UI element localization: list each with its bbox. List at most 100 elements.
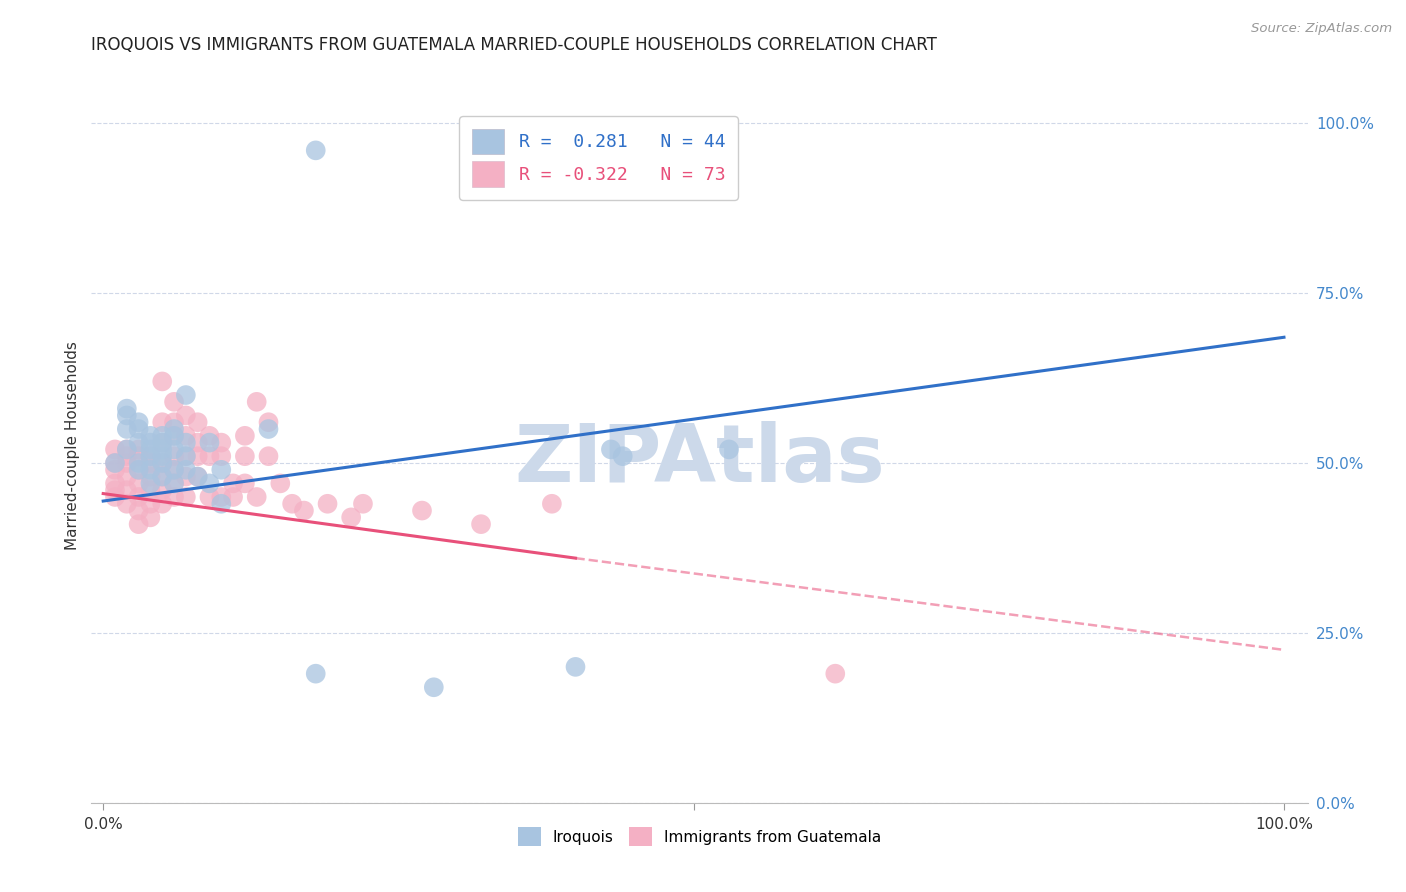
Point (150, 469, 173, 483)
Point (104, 463, 127, 477)
Point (423, 680, 446, 694)
Point (187, 469, 209, 483)
Point (209, 490, 232, 504)
Point (187, 469, 209, 483)
Point (150, 442, 173, 457)
Point (187, 415, 209, 429)
Point (104, 483, 127, 498)
Point (352, 497, 374, 511)
Point (150, 483, 173, 498)
Point (292, 503, 315, 517)
Point (104, 490, 127, 504)
Point (209, 497, 232, 511)
Point (163, 429, 186, 443)
Point (150, 449, 173, 463)
Point (174, 449, 197, 463)
Point (174, 435, 197, 450)
Point (115, 483, 138, 498)
Point (163, 394, 186, 409)
Point (222, 490, 245, 504)
Text: ZIPAtlas: ZIPAtlas (515, 421, 884, 500)
Point (233, 476, 256, 491)
Point (163, 415, 186, 429)
Point (281, 497, 304, 511)
Point (128, 456, 150, 470)
Point (139, 469, 162, 483)
Point (163, 490, 186, 504)
Point (115, 442, 138, 457)
Point (150, 435, 173, 450)
Point (612, 449, 634, 463)
Point (257, 422, 280, 436)
Point (470, 517, 492, 532)
Point (163, 429, 186, 443)
Text: Source: ZipAtlas.com: Source: ZipAtlas.com (1251, 22, 1392, 36)
Point (104, 476, 127, 491)
Point (128, 463, 150, 477)
Point (139, 463, 162, 477)
Point (824, 666, 846, 681)
Point (257, 449, 280, 463)
Point (115, 442, 138, 457)
Point (150, 456, 173, 470)
Point (104, 456, 127, 470)
Point (150, 435, 173, 450)
Y-axis label: Married-couple Households: Married-couple Households (65, 342, 80, 550)
Point (139, 429, 162, 443)
Point (115, 422, 138, 436)
Point (717, 442, 740, 457)
Point (174, 463, 197, 477)
Point (128, 422, 150, 436)
Point (115, 449, 138, 463)
Point (174, 469, 197, 483)
Point (139, 497, 162, 511)
Point (600, 442, 623, 457)
Point (128, 490, 150, 504)
Point (150, 415, 173, 429)
Point (174, 429, 197, 443)
Point (174, 449, 197, 463)
Point (128, 415, 150, 429)
Point (233, 449, 256, 463)
Point (163, 449, 186, 463)
Point (139, 456, 162, 470)
Point (163, 463, 186, 477)
Point (128, 449, 150, 463)
Point (115, 497, 138, 511)
Point (128, 517, 150, 532)
Point (174, 388, 197, 402)
Point (139, 435, 162, 450)
Point (115, 401, 138, 416)
Point (163, 422, 186, 436)
Point (198, 435, 221, 450)
Point (209, 463, 232, 477)
Point (128, 476, 150, 491)
Point (198, 449, 221, 463)
Point (139, 510, 162, 524)
Point (246, 394, 269, 409)
Text: IROQUOIS VS IMMIGRANTS FROM GUATEMALA MARRIED-COUPLE HOUSEHOLDS CORRELATION CHAR: IROQUOIS VS IMMIGRANTS FROM GUATEMALA MA… (91, 36, 938, 54)
Point (150, 469, 173, 483)
Point (257, 415, 280, 429)
Point (209, 449, 232, 463)
Point (150, 456, 173, 470)
Point (198, 490, 221, 504)
Point (198, 429, 221, 443)
Point (187, 435, 209, 450)
Point (198, 476, 221, 491)
Point (139, 442, 162, 457)
Point (104, 456, 127, 470)
Point (340, 510, 363, 524)
Point (541, 497, 564, 511)
Point (209, 435, 232, 450)
Point (174, 409, 197, 423)
Point (316, 497, 339, 511)
Point (411, 503, 433, 517)
Point (128, 442, 150, 457)
Point (163, 442, 186, 457)
Point (150, 429, 173, 443)
Point (150, 497, 173, 511)
Point (115, 469, 138, 483)
Point (174, 490, 197, 504)
Point (222, 476, 245, 491)
